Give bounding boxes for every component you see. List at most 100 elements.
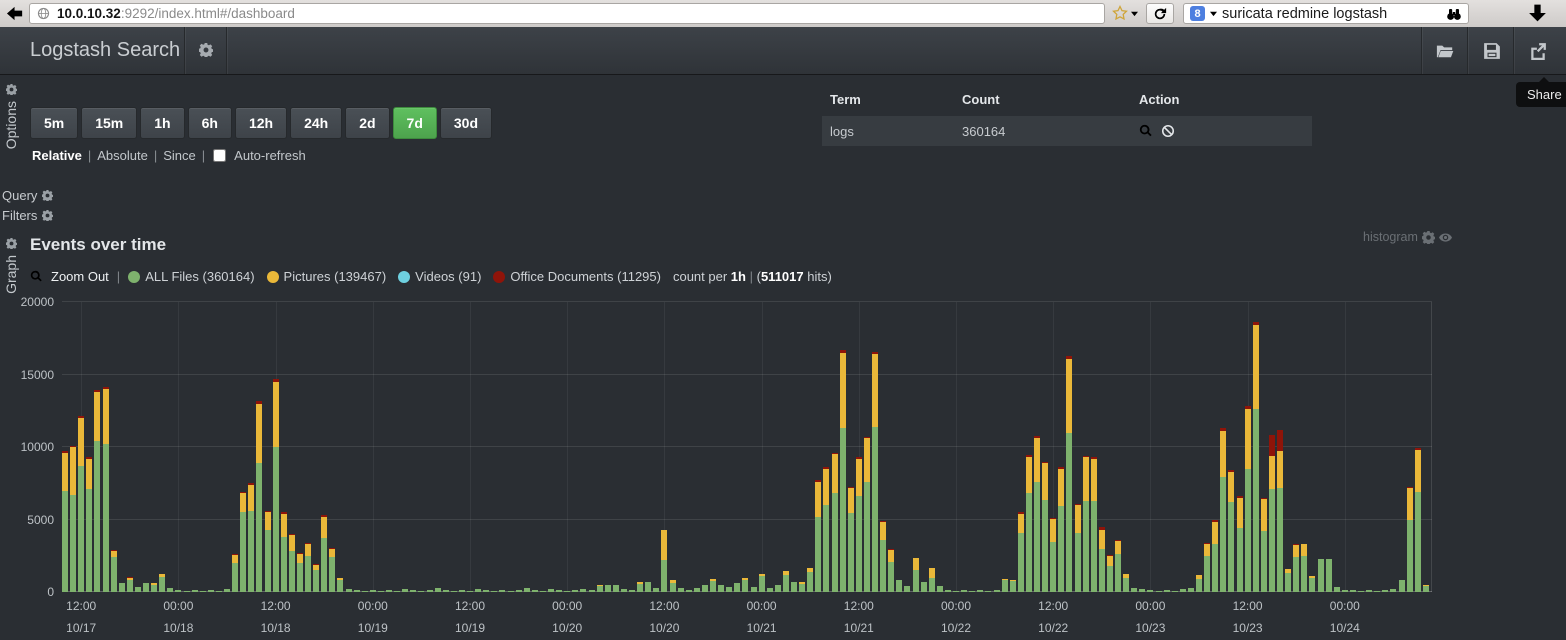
dashboard-settings-gear-icon[interactable] bbox=[199, 43, 213, 57]
bar-segment bbox=[337, 580, 343, 592]
time-range-button-30d[interactable]: 30d bbox=[440, 107, 492, 139]
time-range-button-5m[interactable]: 5m bbox=[30, 107, 78, 139]
legend-item[interactable]: Office Documents (11295) bbox=[493, 269, 661, 284]
bar-segment bbox=[1075, 533, 1081, 592]
panel-settings-gear-icon[interactable] bbox=[1422, 231, 1435, 244]
bar-segment bbox=[62, 451, 68, 452]
search-engine-icon[interactable]: 8 bbox=[1190, 6, 1205, 21]
back-icon[interactable] bbox=[6, 4, 25, 23]
panel-visibility-eye-icon[interactable] bbox=[1439, 231, 1452, 244]
interval-value: 1h bbox=[731, 269, 746, 284]
gridline bbox=[62, 446, 1432, 447]
time-range-button-15m[interactable]: 15m bbox=[81, 107, 137, 139]
legend-item[interactable]: ALL Files (360164) bbox=[128, 269, 254, 284]
share-button[interactable] bbox=[1527, 40, 1549, 62]
bar-segment bbox=[913, 558, 919, 570]
exclude-action-icon[interactable] bbox=[1161, 124, 1175, 138]
bar-segment bbox=[856, 459, 862, 497]
x-axis-time-label: 12:00 bbox=[1038, 599, 1068, 613]
bar-segment bbox=[70, 495, 76, 592]
x-axis-date-label: 10/18 bbox=[163, 621, 193, 635]
time-range-button-24h[interactable]: 24h bbox=[290, 107, 342, 139]
time-range-button-12h[interactable]: 12h bbox=[235, 107, 287, 139]
bar-segment bbox=[443, 590, 449, 592]
bar-segment bbox=[767, 588, 773, 592]
bar-segment bbox=[232, 555, 238, 563]
gridline bbox=[470, 302, 471, 592]
binoculars-icon[interactable] bbox=[1446, 6, 1462, 22]
time-range-button-7d[interactable]: 7d bbox=[393, 107, 437, 139]
bar-segment bbox=[597, 585, 603, 586]
bar-segment bbox=[572, 590, 578, 592]
graph-rail-toggle[interactable]: Graph bbox=[3, 238, 19, 294]
zoom-out-label[interactable]: Zoom Out bbox=[51, 269, 109, 284]
options-rail-toggle[interactable]: Options bbox=[3, 84, 19, 149]
gear-icon[interactable] bbox=[6, 84, 17, 95]
star-icon[interactable] bbox=[1112, 5, 1128, 21]
reload-button[interactable] bbox=[1146, 3, 1174, 24]
time-mode-since[interactable]: Since bbox=[163, 148, 196, 163]
bar-segment bbox=[686, 590, 692, 592]
section-query[interactable]: Query bbox=[2, 188, 53, 203]
browser-search-query[interactable]: suricata redmine logstash bbox=[1222, 6, 1387, 22]
bar-segment bbox=[832, 493, 838, 592]
bar-segment bbox=[1026, 493, 1032, 592]
bar-segment bbox=[605, 585, 611, 592]
bar-segment bbox=[1050, 519, 1056, 541]
search-action-icon[interactable] bbox=[1139, 124, 1153, 138]
bar-segment bbox=[1269, 489, 1275, 592]
time-range-button-6h[interactable]: 6h bbox=[188, 107, 232, 139]
filters-section-label: Filters bbox=[2, 208, 37, 223]
bar-segment bbox=[256, 463, 262, 592]
separator: | bbox=[117, 269, 120, 284]
bar-segment bbox=[70, 447, 76, 495]
histogram-plot[interactable]: 0500010000150002000012:0010/1700:0010/18… bbox=[62, 302, 1432, 592]
bar-segment bbox=[969, 591, 975, 592]
bar-segment bbox=[78, 418, 84, 466]
gridline bbox=[762, 302, 763, 592]
load-dashboard-button[interactable] bbox=[1434, 40, 1456, 62]
gear-icon[interactable] bbox=[6, 238, 17, 249]
bar-segment bbox=[1245, 469, 1251, 592]
bookmark-star-button[interactable] bbox=[1112, 5, 1138, 21]
url-bar[interactable]: 10.0.10.32:9292/index.html#/dashboard bbox=[29, 3, 1105, 24]
bar-segment bbox=[807, 568, 813, 572]
time-range-button-1h[interactable]: 1h bbox=[140, 107, 184, 139]
bar-segment bbox=[216, 591, 222, 592]
bar-segment bbox=[832, 454, 838, 493]
time-range-button-2d[interactable]: 2d bbox=[345, 107, 389, 139]
gear-icon[interactable] bbox=[42, 210, 53, 221]
browser-search-box[interactable]: 8 suricata redmine logstash bbox=[1183, 3, 1469, 24]
gear-icon[interactable] bbox=[42, 190, 53, 201]
time-mode-relative[interactable]: Relative bbox=[32, 148, 82, 163]
time-mode-absolute[interactable]: Absolute bbox=[97, 148, 148, 163]
bar-segment bbox=[1115, 540, 1121, 541]
download-arrow-icon[interactable] bbox=[1527, 2, 1548, 24]
bar-segment bbox=[880, 522, 886, 539]
auto-refresh-checkbox[interactable] bbox=[213, 149, 226, 162]
search-engine-chevron-icon[interactable] bbox=[1210, 10, 1217, 17]
column-header-count: Count bbox=[962, 92, 1139, 107]
bar-segment bbox=[159, 577, 165, 592]
bar-segment bbox=[1342, 590, 1348, 592]
bar-segment bbox=[281, 537, 287, 592]
save-dashboard-button[interactable] bbox=[1481, 40, 1503, 62]
chevron-down-icon[interactable] bbox=[1131, 10, 1138, 17]
legend-item[interactable]: Videos (91) bbox=[398, 269, 481, 284]
section-filters[interactable]: Filters bbox=[2, 208, 53, 223]
bar-segment bbox=[1212, 520, 1218, 522]
bar-segment bbox=[305, 556, 311, 592]
bar-segment bbox=[86, 457, 92, 458]
bar-segment bbox=[62, 491, 68, 593]
zoom-out-icon[interactable] bbox=[30, 270, 43, 283]
gridline bbox=[1345, 302, 1346, 592]
separator: | bbox=[88, 148, 91, 163]
bar-segment bbox=[167, 588, 173, 592]
bar-segment bbox=[86, 459, 92, 489]
bar-segment bbox=[256, 404, 262, 463]
bar-segment bbox=[759, 576, 765, 592]
bar-segment bbox=[94, 392, 100, 441]
bar-segment bbox=[1188, 588, 1194, 592]
bar-segment bbox=[297, 563, 303, 592]
legend-item[interactable]: Pictures (139467) bbox=[267, 269, 387, 284]
